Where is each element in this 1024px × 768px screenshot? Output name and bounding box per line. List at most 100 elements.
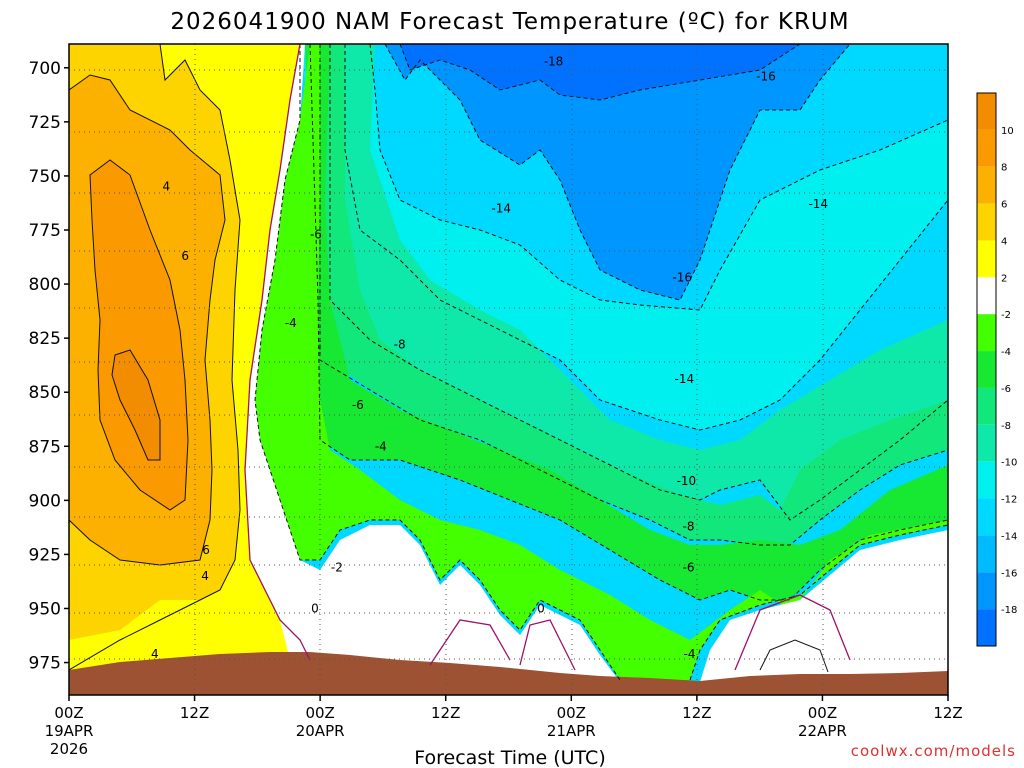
x-date-label: 20APR	[296, 722, 345, 740]
band-plus-ten-twelve	[112, 350, 160, 460]
x-date-label: 19APR	[45, 722, 94, 740]
y-tick-label: 825	[29, 329, 61, 349]
x-tick-label: 12Z	[180, 704, 209, 722]
contour-minus-4	[254, 44, 621, 681]
y-tick-label: 850	[29, 383, 61, 403]
contour-minus-18	[399, 44, 801, 101]
contour-label: 0	[311, 601, 319, 615]
band-minus-18	[400, 44, 800, 100]
band-minus-10	[330, 44, 948, 520]
colorbar-label: 6	[1001, 200, 1007, 211]
x-tick-label: 00Z	[808, 704, 837, 722]
contour-label: 6	[202, 543, 210, 557]
terrain	[69, 652, 948, 695]
y-tick-label: 875	[29, 437, 61, 457]
band-minus-8	[320, 44, 948, 545]
band-minus-6	[305, 44, 948, 600]
contour-plus-10	[111, 349, 161, 461]
x-axis-label: Forecast Time (UTC)	[414, 747, 605, 768]
plot-area: -18 -16 -14 -14 -16 -14 -10 -8 -6 -4 -6 -4 -8 -6 -4 -2 0…	[69, 44, 948, 695]
colorbar-label: 10	[1001, 126, 1014, 137]
y-tick-label: 775	[29, 221, 61, 241]
contour-label: -6	[683, 560, 695, 574]
contour-label: -14	[674, 372, 694, 386]
colorbar-label: -18	[1001, 605, 1017, 616]
colorbar-swatch	[977, 93, 996, 130]
colorbar-label: 4	[1001, 236, 1007, 247]
contour-minus-4b	[689, 524, 948, 681]
y-tick-label: 950	[29, 599, 61, 619]
contour-label: -8	[683, 519, 695, 533]
contour-label: 4	[151, 647, 159, 661]
band-minus-4	[255, 44, 948, 680]
colorbar-swatch	[977, 203, 996, 241]
colorbar-swatch	[977, 240, 996, 278]
band-zero-to-two	[230, 44, 948, 690]
contour-label: -14	[491, 201, 511, 215]
plot-frame	[68, 43, 949, 696]
y-tick-label: 750	[29, 167, 61, 187]
colorbar-swatch	[977, 314, 996, 352]
colorbar-label: -2	[1001, 310, 1011, 321]
colorbar-swatch	[977, 572, 996, 610]
contour-label: 4	[162, 180, 170, 194]
contour-label: 0	[537, 601, 545, 615]
colorbar-label: -16	[1001, 568, 1017, 579]
colorbar-label: -8	[1001, 421, 1011, 432]
colorbar-label: 2	[1001, 273, 1007, 284]
band-plus-eight-ten	[90, 160, 188, 510]
gridlines	[69, 44, 948, 695]
band-minus-16	[385, 44, 850, 300]
contour-label: -6	[352, 398, 364, 412]
contour-label: -4	[375, 439, 387, 453]
y-tick-label: 925	[29, 545, 61, 565]
band-minus-12	[300, 44, 948, 430]
y-tick-label: 700	[29, 59, 61, 79]
contour-minus-10	[329, 44, 948, 521]
contour-label: -8	[394, 338, 406, 352]
y-tick-label: 725	[29, 113, 61, 133]
contour-minus-8	[319, 44, 948, 546]
colorbar-swatch	[977, 129, 996, 167]
x-date-label: 22APR	[798, 722, 847, 740]
colorbar-swatch	[977, 351, 996, 388]
contour-label: 4	[201, 569, 209, 583]
x-tick-label: 12Z	[431, 704, 460, 722]
contour-label: -4	[285, 316, 297, 330]
colorbar-swatch	[977, 424, 996, 462]
x-tick-label: 12Z	[933, 704, 962, 722]
contour-label: 6	[181, 249, 189, 263]
colorbar-label: -4	[1001, 347, 1011, 358]
colorbar-swatch	[977, 609, 996, 646]
contour-label: -10	[677, 474, 697, 488]
y-axis: 700 725 750 775 800 825 850 875 900 925 950 975	[29, 59, 69, 674]
contour-label: -4	[684, 647, 696, 661]
contour-label: -2	[331, 560, 343, 574]
contour-labels: -18 -16 -14 -14 -16 -14 -10 -8 -6 -4 -6 -4 -8 -6 -4 -2 0…	[151, 54, 828, 661]
contour-minus-14	[369, 44, 948, 311]
x-tick-label: 00Z	[557, 704, 586, 722]
contour-label: -6	[310, 227, 322, 241]
contour-label: -16	[672, 271, 692, 285]
credit-text: coolwx.com/models	[851, 742, 1016, 760]
contour-plus-8	[89, 159, 189, 511]
contour-label: -18	[544, 54, 564, 68]
contour-label: -16	[756, 69, 776, 83]
x-tick-label: 00Z	[54, 704, 83, 722]
y-tick-label: 800	[29, 275, 61, 295]
y-tick-label: 900	[29, 491, 61, 511]
colorbar-swatch	[977, 535, 996, 573]
colorbar-swatch	[977, 498, 996, 536]
contour-minus-16	[384, 44, 851, 301]
contour-plus-4-patch	[759, 639, 829, 673]
x-tick-label: 12Z	[682, 704, 711, 722]
chart-title: 2026041900 NAM Forecast Temperature (ºC)…	[170, 9, 849, 35]
colorbar-frame	[976, 92, 997, 647]
colorbar-swatch	[977, 277, 996, 315]
contour-zero-b	[429, 594, 851, 671]
contour-label: -14	[808, 197, 828, 211]
contour-zero	[244, 44, 311, 661]
colorbar-swatch	[977, 387, 996, 425]
